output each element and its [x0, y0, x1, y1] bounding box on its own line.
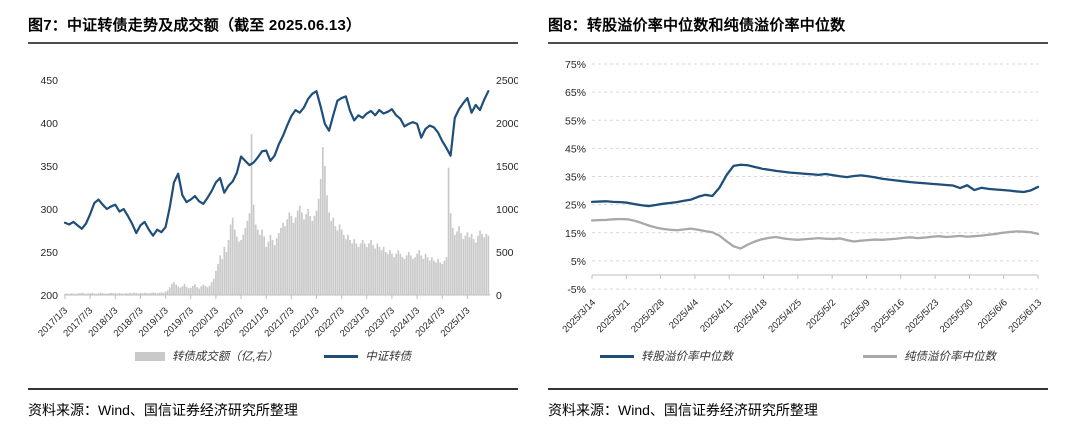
svg-text:500: 500 — [496, 247, 514, 259]
conversion-premium-line-swatch-icon — [600, 354, 634, 358]
pure-bond-premium-line-swatch-icon — [863, 354, 897, 358]
svg-text:2025/5/23: 2025/5/23 — [904, 297, 942, 335]
figure8-source-rule — [548, 388, 1048, 390]
svg-text:2025/5/9: 2025/5/9 — [839, 297, 873, 331]
figure8-legend: 转股溢价率中位数 纯债溢价率中位数 — [548, 348, 1048, 364]
svg-text:200: 200 — [40, 290, 58, 302]
svg-text:0: 0 — [496, 290, 502, 302]
svg-text:1000: 1000 — [496, 204, 518, 216]
svg-text:45%: 45% — [565, 143, 586, 155]
svg-text:25%: 25% — [565, 200, 586, 212]
figure7-chart: 4504003503002502002500200015001000500020… — [36, 75, 518, 339]
svg-text:55%: 55% — [565, 115, 586, 127]
svg-text:350: 350 — [40, 161, 58, 173]
svg-text:-5%: -5% — [567, 284, 586, 296]
legend-conversion-label: 转股溢价率中位数 — [641, 351, 733, 363]
figure8-title: 图8：转股溢价率中位数和纯债溢价率中位数 — [548, 17, 846, 34]
figure7-source: 资料来源：Wind、国信证券经济研究所整理 — [28, 402, 298, 418]
svg-text:2025/6/13: 2025/6/13 — [1006, 297, 1044, 335]
svg-text:2025/6/6: 2025/6/6 — [976, 297, 1010, 331]
index-line-swatch-icon — [324, 354, 359, 358]
legend-index-label: 中证转债 — [365, 351, 412, 363]
svg-text:5%: 5% — [571, 256, 586, 268]
svg-text:400: 400 — [40, 118, 58, 130]
legend-item-index: 中证转债 — [324, 348, 411, 364]
legend-item-pure-bond-premium: 纯债溢价率中位数 — [863, 348, 996, 364]
figure8-title-rule — [548, 42, 1048, 44]
figure7-panel: 图7：中证转债走势及成交额（截至 2025.06.13） 450 400 350 30… — [28, 10, 518, 430]
svg-text:2025/5/2: 2025/5/2 — [804, 297, 838, 331]
svg-text:1500: 1500 — [496, 161, 518, 173]
svg-text:2000: 2000 — [496, 118, 518, 130]
svg-text:2025/4/11: 2025/4/11 — [698, 297, 735, 334]
figure7-legend: 转债成交额（亿,右） 中证转债 — [28, 348, 518, 364]
svg-text:65%: 65% — [565, 87, 586, 99]
svg-text:2025/5/16: 2025/5/16 — [869, 297, 907, 335]
svg-text:2025/3/14: 2025/3/14 — [560, 297, 598, 335]
svg-text:250: 250 — [40, 247, 58, 259]
legend-volume-label: 转债成交额（亿,右） — [171, 351, 279, 363]
svg-text:2025/4/18: 2025/4/18 — [732, 297, 770, 335]
legend-pure-bond-label: 纯债溢价率中位数 — [904, 351, 996, 363]
figure8-source: 资料来源：Wind、国信证券经济研究所整理 — [548, 402, 818, 418]
svg-text:300: 300 — [40, 204, 58, 216]
figure7-title-rule — [28, 42, 518, 44]
svg-text:15%: 15% — [565, 228, 586, 240]
figure8-chart: 75%65%55%45%35%25%15%5%-5%2025/3/142025/… — [560, 59, 1044, 335]
svg-text:2025/4/25: 2025/4/25 — [766, 297, 804, 335]
svg-text:2025/4/4: 2025/4/4 — [667, 297, 701, 331]
figure7-source-rule — [28, 388, 518, 390]
figure8-panel: 图8：转股溢价率中位数和纯债溢价率中位数 75% 65% 55% 45% 35% 25% 1… — [548, 10, 1048, 430]
svg-text:2025/3/21: 2025/3/21 — [595, 297, 633, 335]
svg-text:75%: 75% — [565, 59, 586, 71]
svg-text:2025/3/28: 2025/3/28 — [629, 297, 667, 335]
volume-bar-swatch-icon — [134, 351, 165, 361]
svg-text:450: 450 — [40, 75, 58, 87]
svg-text:35%: 35% — [565, 172, 586, 184]
svg-text:2500: 2500 — [496, 75, 518, 87]
svg-text:2025/5/30: 2025/5/30 — [938, 297, 976, 335]
legend-item-conversion-premium: 转股溢价率中位数 — [600, 348, 733, 364]
legend-item-volume: 转债成交额（亿,右） — [134, 348, 279, 364]
figure7-title: 图7：中证转债走势及成交额（截至 2025.06.13） — [28, 17, 362, 34]
